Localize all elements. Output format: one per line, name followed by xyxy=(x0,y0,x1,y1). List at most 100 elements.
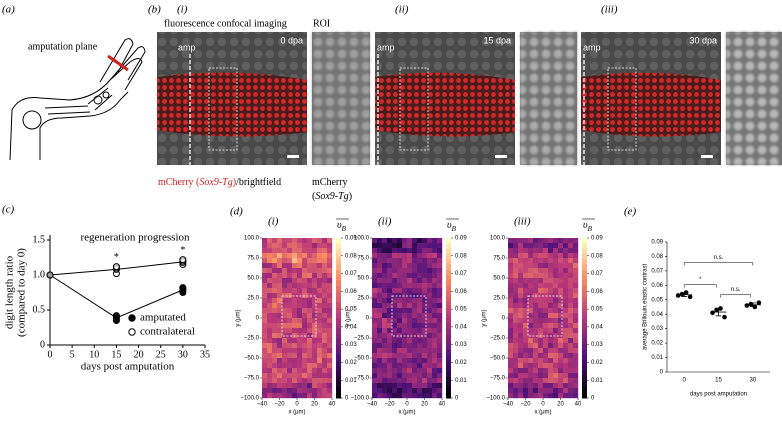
heat-cell xyxy=(528,348,534,354)
heat-cell xyxy=(277,273,283,279)
colorbar-cell xyxy=(446,312,451,319)
y-tick-label: 0.02 xyxy=(651,341,663,347)
heat-cell xyxy=(317,368,323,374)
heat-cell xyxy=(543,318,549,324)
heat-cell xyxy=(262,248,268,254)
y-tick-label: 100.0 xyxy=(490,236,506,242)
heat-cell xyxy=(397,368,403,374)
heat-cell xyxy=(322,293,328,299)
heat-cell xyxy=(563,373,569,379)
heat-cell xyxy=(307,268,313,274)
heat-cell xyxy=(382,243,388,249)
y-tick-label: −25.0 xyxy=(354,336,370,342)
colorbar-cell xyxy=(446,238,451,244)
heat-cell xyxy=(402,353,408,359)
heat-cell xyxy=(272,258,278,264)
colorbar-title: υB xyxy=(447,220,457,232)
heat-cell xyxy=(412,278,418,284)
colorbar-cell xyxy=(582,291,587,298)
colorbar-title: υB xyxy=(583,220,593,232)
heat-cell xyxy=(432,278,438,284)
heat-cell xyxy=(387,343,393,349)
heat-cell xyxy=(307,263,313,269)
heat-cell xyxy=(402,338,408,344)
heat-cell xyxy=(412,303,418,309)
point xyxy=(112,313,120,321)
heat-cell xyxy=(317,318,323,324)
heat-cell xyxy=(272,318,278,324)
heat-cell xyxy=(417,273,423,279)
heat-cell xyxy=(417,363,423,369)
y-tick-label: 75.0 xyxy=(247,256,259,262)
heat-cell xyxy=(513,363,519,369)
heat-cell xyxy=(432,238,438,244)
heat-cell xyxy=(412,338,418,344)
heat-cell xyxy=(402,323,408,329)
heat-cell xyxy=(558,328,564,334)
heat-cell xyxy=(528,353,534,359)
y-tick-label: 0.09 xyxy=(651,240,663,246)
heat-cell xyxy=(518,303,524,309)
roi-box xyxy=(208,67,238,151)
heat-cell xyxy=(372,318,378,324)
heat-cell xyxy=(568,268,574,274)
heat-cell xyxy=(543,273,549,279)
heat-cell xyxy=(412,318,418,324)
heat-cell xyxy=(563,278,569,284)
heat-cell xyxy=(397,243,403,249)
heat-cell xyxy=(437,348,443,354)
y-tick-label: 50.0 xyxy=(357,276,369,282)
heat-cell xyxy=(553,373,559,379)
heat-cell xyxy=(327,243,333,249)
heat-cell xyxy=(533,313,539,319)
x-tick-label: 0 xyxy=(541,402,545,408)
heat-cell xyxy=(307,373,313,379)
heat-cell xyxy=(427,388,433,394)
colorbar-cell xyxy=(446,280,451,287)
heat-cell xyxy=(417,388,423,394)
x-tick-label: 10 xyxy=(89,349,99,360)
heat-cell xyxy=(538,338,544,344)
heat-cell xyxy=(387,268,393,274)
heat-cell xyxy=(307,298,313,304)
colorbar-cell xyxy=(446,248,451,255)
heat-cell xyxy=(372,313,378,319)
heat-cell xyxy=(518,278,524,284)
heat-cell xyxy=(432,248,438,254)
heat-cell xyxy=(422,238,428,244)
heat-cell xyxy=(387,333,393,339)
heat-cell xyxy=(282,343,288,349)
colorbar-cell xyxy=(446,382,451,388)
heat-cell xyxy=(432,303,438,309)
y-tick-label: 1.5 xyxy=(33,234,46,245)
heat-cell xyxy=(508,308,514,314)
heat-cell xyxy=(573,303,579,309)
heat-cell xyxy=(282,348,288,354)
heat-cell xyxy=(392,258,398,264)
heat-cell xyxy=(548,378,554,384)
heat-cell xyxy=(528,308,534,314)
heat-cell xyxy=(407,238,413,244)
heat-cell xyxy=(267,318,273,324)
heat-cell xyxy=(412,263,418,269)
heat-cell xyxy=(377,383,383,389)
heat-cell xyxy=(377,248,383,254)
heat-cell xyxy=(282,363,288,369)
heat-cell xyxy=(282,293,288,299)
heat-cell xyxy=(312,323,318,329)
heat-cell xyxy=(518,268,524,274)
y-tick-label: 0.07 xyxy=(651,268,663,274)
heat-cell xyxy=(387,323,393,329)
fluorescence-band xyxy=(581,72,721,137)
heat-cell xyxy=(427,268,433,274)
heat-cell xyxy=(302,363,308,369)
heat-cell xyxy=(412,243,418,249)
heat-cell xyxy=(558,368,564,374)
panel-label: (e) xyxy=(624,206,637,218)
heat-cell xyxy=(538,348,544,354)
heat-cell xyxy=(397,308,403,314)
heat-cell xyxy=(508,293,514,299)
heat-cell xyxy=(277,243,283,249)
heat-cell xyxy=(432,368,438,374)
heat-cell xyxy=(382,343,388,349)
